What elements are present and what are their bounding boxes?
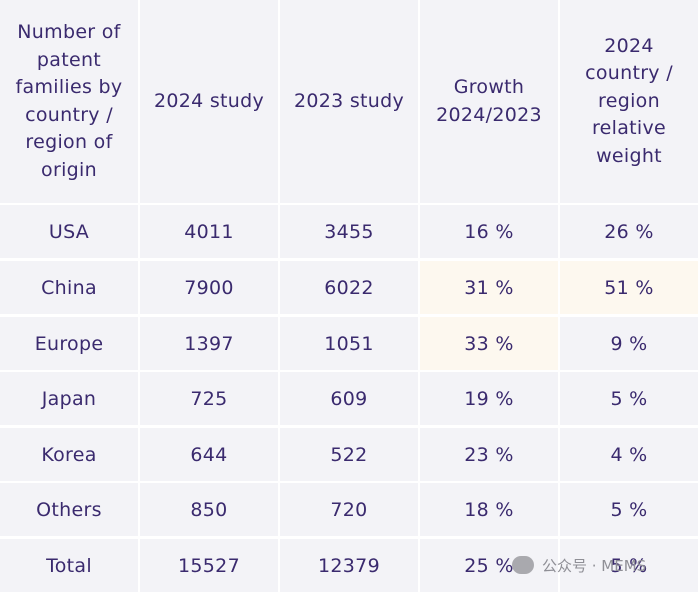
table-cell: 4 % (560, 428, 698, 481)
header-cell: 2024 study (140, 0, 278, 203)
table-cell: 522 (280, 428, 418, 481)
table-cell: 25 % (420, 539, 558, 592)
watermark-icon (512, 556, 534, 574)
table-cell: 26 % (560, 205, 698, 258)
watermark-text: 公众号 · MEMS (542, 556, 647, 575)
table-cell: 725 (140, 372, 278, 425)
table-cell: 5 % (560, 483, 698, 536)
header-cell: 2024 country / region relative weight (560, 0, 698, 203)
table-cell: 4011 (140, 205, 278, 258)
table-cell: 9 % (560, 317, 698, 370)
table-cell: 23 % (420, 428, 558, 481)
table-cell: 16 % (420, 205, 558, 258)
row-label: China (0, 261, 138, 314)
table-cell: 19 % (420, 372, 558, 425)
table-cell: 720 (280, 483, 418, 536)
table-cell: 18 % (420, 483, 558, 536)
row-label: Total (0, 539, 138, 592)
table-cell: 31 % (420, 261, 558, 314)
row-label: Japan (0, 372, 138, 425)
table-cell: 5 % (560, 372, 698, 425)
row-label: USA (0, 205, 138, 258)
table-cell: 33 % (420, 317, 558, 370)
row-label: Europe (0, 317, 138, 370)
table-cell: 12379 (280, 539, 418, 592)
row-label: Korea (0, 428, 138, 481)
row-label: Others (0, 483, 138, 536)
table-cell: 15527 (140, 539, 278, 592)
table-cell: 644 (140, 428, 278, 481)
table-cell: 1051 (280, 317, 418, 370)
table-cell: 6022 (280, 261, 418, 314)
watermark: 公众号 · MEMS (512, 553, 646, 577)
table-cell: 5 % (560, 539, 698, 592)
table-cell: 609 (280, 372, 418, 425)
header-cell: Growth 2024/2023 (420, 0, 558, 203)
table-cell: 51 % (560, 261, 698, 314)
table-cell: 850 (140, 483, 278, 536)
table-cell: 7900 (140, 261, 278, 314)
header-cell: Number of patent families by country / r… (0, 0, 138, 203)
table-cell: 1397 (140, 317, 278, 370)
table-cell: 3455 (280, 205, 418, 258)
header-cell: 2023 study (280, 0, 418, 203)
